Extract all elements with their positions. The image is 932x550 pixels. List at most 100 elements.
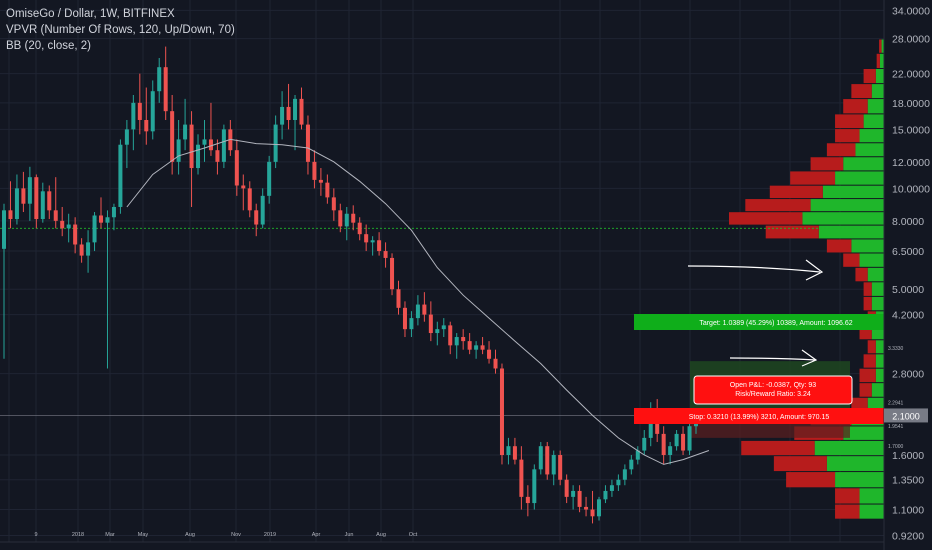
vp-bar-down bbox=[863, 354, 876, 368]
candle-down bbox=[357, 222, 362, 235]
arrow-head-upper bbox=[805, 259, 824, 281]
candle-up bbox=[157, 67, 162, 92]
candle-down bbox=[215, 150, 220, 162]
candle-down bbox=[338, 210, 343, 227]
candle-up bbox=[687, 426, 692, 451]
price-minor-label: 1.7000 bbox=[888, 444, 904, 450]
price-axis[interactable]: 34.0000 28.0000 22.0000 18.0000 15.0000 12.00… bbox=[883, 0, 932, 550]
candle-down bbox=[545, 446, 550, 475]
vp-bar-up bbox=[810, 199, 884, 212]
vp-bar-down bbox=[843, 253, 860, 267]
candle-down bbox=[661, 433, 666, 456]
stop-label-text: Stop: 0.3210 (13.99%) 3210, Amount: 970.… bbox=[689, 414, 830, 421]
price-tick-label: 8.0000 bbox=[892, 216, 924, 228]
candle-down bbox=[286, 106, 291, 120]
time-tick-label: 2019 bbox=[264, 532, 276, 538]
candle-up bbox=[668, 446, 673, 456]
candle-down bbox=[299, 98, 304, 125]
candle-up bbox=[40, 191, 45, 220]
target-label-box[interactable] bbox=[634, 314, 918, 330]
candle-down bbox=[480, 345, 485, 350]
trade-labels[interactable]: Target: 1.0389 (45.29%) 10389, Amount: 1… bbox=[634, 314, 918, 424]
candle-up bbox=[596, 499, 601, 517]
time-tick-label: 2018 bbox=[72, 532, 84, 538]
vp-bar-up bbox=[867, 267, 884, 282]
candle-down bbox=[558, 455, 563, 480]
price-tick-label: 10.0000 bbox=[892, 183, 930, 195]
candle-down bbox=[493, 358, 498, 369]
candle-up bbox=[622, 469, 627, 480]
candle-up bbox=[131, 102, 136, 130]
vp-bar-up bbox=[851, 239, 884, 253]
candle-down bbox=[137, 102, 142, 120]
vp-bar-up bbox=[871, 383, 884, 397]
vp-bar-down bbox=[863, 68, 876, 84]
candle-up bbox=[27, 177, 32, 204]
candle-up bbox=[642, 437, 647, 451]
candle-up bbox=[196, 144, 201, 169]
vp-bar-up bbox=[867, 397, 884, 412]
vp-bar-down bbox=[826, 239, 852, 253]
price-tick-label: 15.0000 bbox=[892, 124, 930, 136]
candle-down bbox=[519, 459, 524, 497]
candle-down bbox=[525, 496, 530, 504]
vp-bar-up bbox=[863, 114, 884, 129]
candle-up bbox=[150, 91, 155, 132]
vpvr-indicator-label[interactable]: VPVR (Number Of Rows, 120, Up/Down, 70) bbox=[6, 24, 235, 36]
volume-profile bbox=[0, 39, 884, 519]
stop-label-box[interactable] bbox=[634, 408, 884, 424]
candle-down bbox=[584, 506, 589, 510]
vp-bar-down bbox=[826, 143, 856, 157]
candle-down bbox=[60, 220, 65, 229]
vp-bar-up bbox=[881, 39, 884, 53]
vp-bar-up bbox=[871, 84, 884, 99]
price-axis-bg bbox=[884, 0, 932, 550]
candle-up bbox=[1, 210, 7, 249]
vp-bar-down bbox=[786, 472, 836, 488]
candle-up bbox=[92, 215, 97, 243]
vp-bar-up bbox=[835, 472, 884, 488]
vp-bar-up bbox=[879, 53, 884, 68]
candle-down bbox=[99, 215, 104, 223]
candle-up bbox=[260, 195, 265, 225]
price-tick-label: 2.8000 bbox=[892, 369, 924, 381]
candle-down bbox=[487, 349, 492, 359]
arrow-annotation-upper bbox=[687, 265, 821, 273]
vp-bar-down bbox=[835, 504, 860, 519]
vp-bar-down bbox=[851, 397, 868, 412]
candle-up bbox=[118, 144, 123, 207]
vp-bar-up bbox=[867, 99, 884, 114]
vp-bar-up bbox=[814, 440, 884, 456]
candle-up bbox=[532, 469, 537, 504]
candle-down bbox=[499, 368, 504, 456]
candle-up bbox=[616, 479, 621, 486]
time-axis[interactable]: 9 2018 Mar May Aug Nov 2019 Apr Jun Aug Oct bbox=[0, 532, 884, 543]
bb-indicator-label[interactable]: BB (20, close, 2) bbox=[6, 40, 92, 52]
candle-up bbox=[183, 124, 188, 140]
price-tick-label: 18.0000 bbox=[892, 98, 930, 110]
candle-down bbox=[34, 177, 39, 220]
price-tick-label: 12.0000 bbox=[892, 157, 930, 169]
symbol-title: OmiseGo / Dollar, 1W, BITFINEX bbox=[6, 8, 175, 20]
vp-bar-down bbox=[855, 267, 868, 282]
candle-up bbox=[674, 433, 679, 447]
candle-up bbox=[409, 318, 414, 330]
open-pnl-box[interactable] bbox=[693, 375, 853, 405]
vp-bar-down bbox=[790, 171, 836, 185]
candle-down bbox=[467, 341, 472, 350]
vp-bar-up bbox=[835, 171, 884, 185]
vp-bar-down bbox=[863, 282, 872, 296]
candle-down bbox=[234, 150, 239, 186]
candle-up bbox=[474, 345, 479, 350]
candle-down bbox=[47, 191, 52, 211]
vp-bar-down bbox=[835, 129, 860, 143]
candle-down bbox=[170, 111, 175, 162]
candle-down bbox=[21, 188, 26, 204]
vp-bar-down bbox=[843, 99, 868, 114]
candle-down bbox=[247, 188, 252, 211]
vp-bar-down bbox=[859, 368, 876, 383]
candle-down bbox=[331, 197, 336, 211]
candle-up bbox=[280, 106, 285, 125]
candle-down bbox=[364, 234, 369, 243]
